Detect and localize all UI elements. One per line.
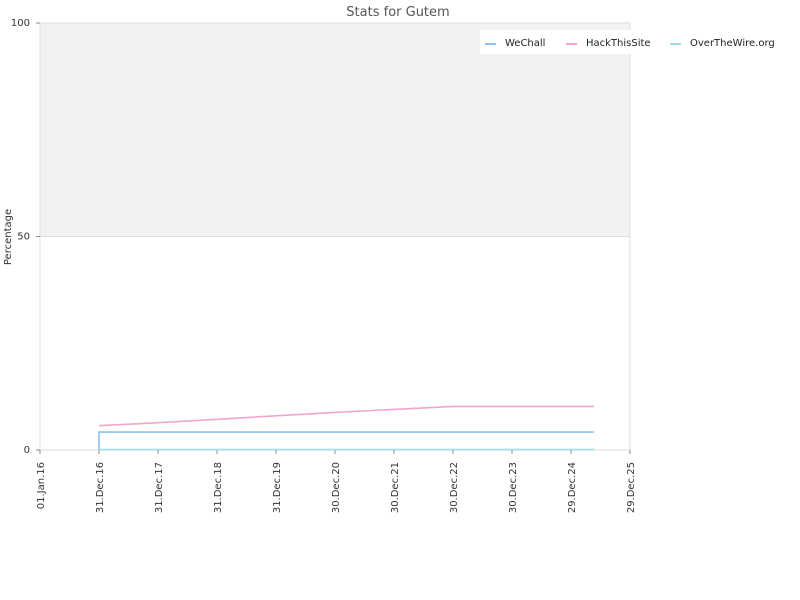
series-lines	[98, 405, 594, 451]
x-tick-label: 31.Dec.17	[154, 462, 165, 513]
x-tick-label: 31.Dec.18	[213, 462, 224, 513]
y-tick-label: 0	[24, 445, 30, 456]
plot-background	[40, 23, 630, 450]
x-tick-label: 30.Dec.23	[508, 462, 519, 513]
legend: WeChall HackThisSite OverTheWire.org	[480, 30, 785, 54]
y-tick-label: 50	[17, 232, 30, 243]
y-axis-label: Percentage	[3, 209, 14, 265]
y-axis-ticks: 0 50 100	[11, 18, 40, 456]
x-axis-ticks: 01.Jan.16 31.Dec.16 31.Dec.17 31.Dec.18 31.D…	[36, 450, 637, 513]
x-tick-label: 31.Dec.16	[95, 462, 106, 513]
chart-title: Stats for Gutem	[346, 5, 449, 20]
legend-label-overthewire-org: OverTheWire.org	[690, 38, 775, 49]
legend-label-wechall: WeChall	[505, 38, 545, 49]
x-tick-label: 31.Dec.19	[272, 462, 283, 513]
series-line-hackthissite	[98, 405, 594, 427]
x-tick-label: 30.Dec.21	[390, 462, 401, 513]
y-tick-label: 100	[11, 18, 30, 29]
x-tick-label: 29.Dec.24	[567, 462, 578, 513]
legend-label-hackthissite: HackThisSite	[586, 38, 651, 49]
x-tick-label: 01.Jan.16	[36, 462, 47, 509]
x-tick-label: 30.Dec.22	[449, 462, 460, 513]
x-tick-label: 29.Dec.25	[626, 462, 637, 513]
series-line-wechall	[98, 431, 594, 450]
background-band-0	[40, 23, 630, 237]
background-band-1	[40, 236, 630, 450]
x-tick-label: 30.Dec.20	[331, 462, 342, 513]
legend-box	[480, 30, 785, 54]
